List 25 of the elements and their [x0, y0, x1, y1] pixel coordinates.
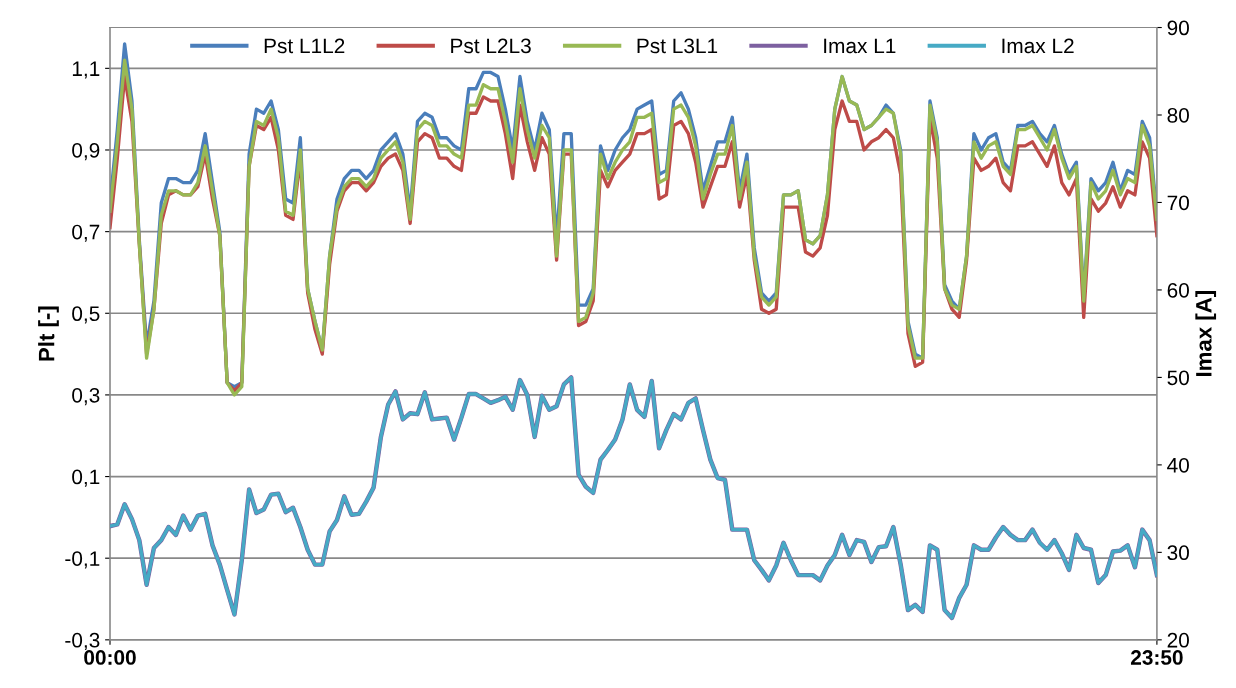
y2-tick-label: 50: [1167, 370, 1189, 386]
y2-tick-label: 30: [1167, 545, 1189, 561]
y2-tick-label: 70: [1167, 195, 1189, 211]
y-axis-title: Plt [-]: [38, 306, 59, 361]
legend-label: Pst L3L1: [637, 38, 718, 54]
y-tick-label: 0,1: [72, 469, 100, 487]
y-tick-label: 0,7: [72, 224, 100, 242]
legend-label: Pst L1L2: [264, 38, 345, 54]
y-tick-label: -0,1: [65, 551, 100, 569]
y-tick-label: 0,3: [72, 387, 100, 406]
y-tick-label: 0,5: [72, 306, 100, 324]
y2-tick-label: 80: [1167, 108, 1189, 123]
legend-label: Imax L2: [1002, 38, 1074, 54]
y2-axis-title: Imax [A]: [1195, 291, 1217, 377]
y2-tick-label: 20: [1167, 632, 1189, 648]
y-tick-label: 0,9: [72, 142, 100, 161]
legend-label: Pst L2L3: [451, 38, 531, 54]
y-tick-label: 1,1: [72, 61, 100, 79]
y2-tick-label: 40: [1167, 457, 1189, 473]
legend-label: Imax L1: [824, 38, 896, 54]
y2-tick-label: 60: [1167, 282, 1189, 298]
y-tick-label: -0,3: [65, 632, 100, 651]
x-tick-label: 00:00: [84, 650, 136, 665]
x-tick-label: 23:50: [1130, 650, 1183, 665]
y2-tick-label: 90: [1167, 20, 1189, 36]
